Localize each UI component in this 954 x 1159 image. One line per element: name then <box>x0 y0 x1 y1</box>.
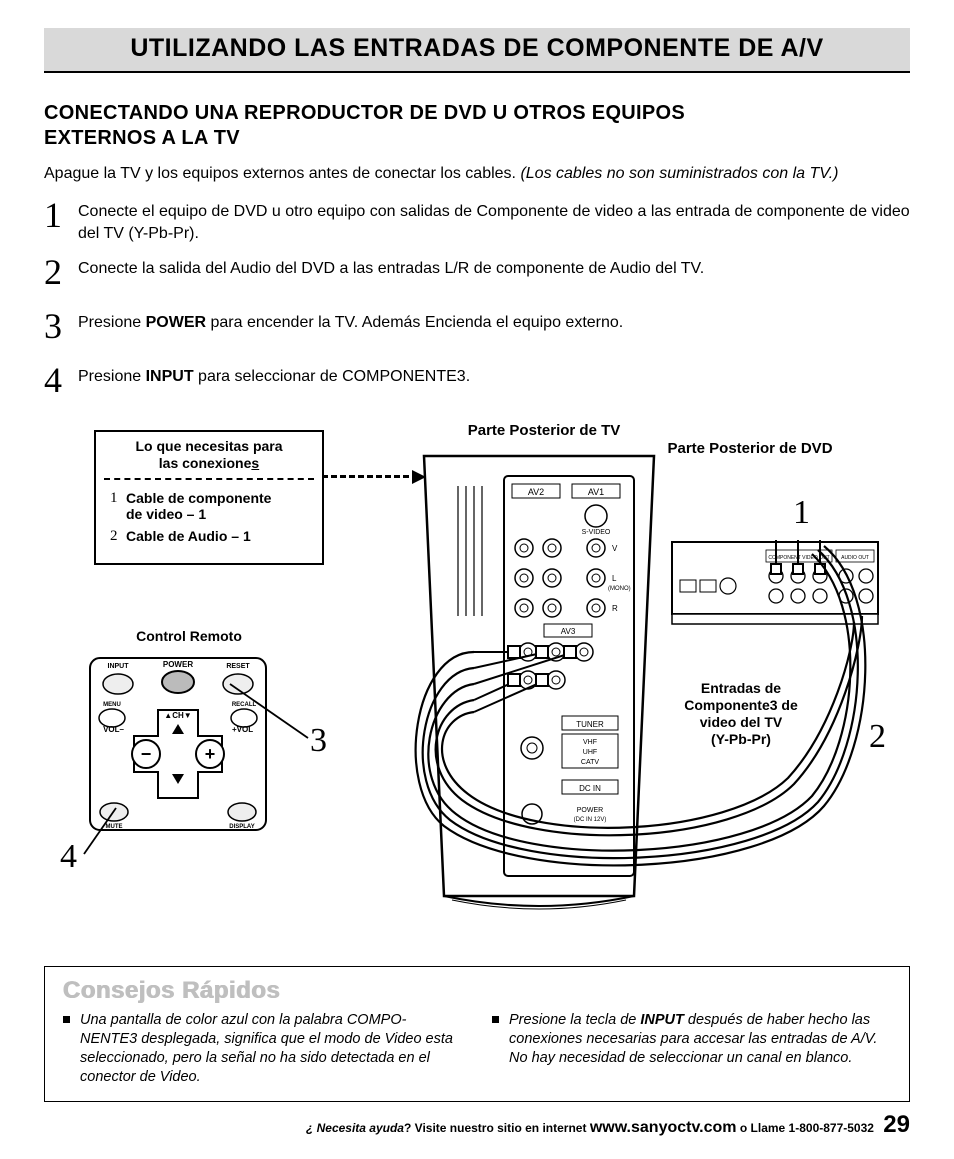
svg-text:VOL–: VOL– <box>103 725 124 734</box>
needs-title-l2b: s <box>251 455 259 471</box>
page-footer: ¿ Necesita ayuda? Visite nuestro sitio e… <box>44 1111 910 1139</box>
svg-text:AUDIO OUT: AUDIO OUT <box>841 555 869 561</box>
needs-item-2: 2 Cable de Audio – 1 <box>110 528 312 545</box>
step3-bold: POWER <box>146 314 206 331</box>
dvd-back-icon: COMPONENT VIDEO OUT AUDIO OUT <box>670 540 880 630</box>
intro-text: Apague la TV y los equipos externos ante… <box>44 165 910 183</box>
step-number: 2 <box>44 254 78 290</box>
tips-columns: Una pantalla de color azul con la palabr… <box>63 1011 891 1086</box>
page-title: UTILIZANDO LAS ENTRADAS DE COMPONENTE DE… <box>44 28 910 73</box>
bullet-icon <box>63 1016 70 1023</box>
svg-text:▲CH▼: ▲CH▼ <box>164 711 191 720</box>
svg-text:POWER: POWER <box>577 807 603 814</box>
svg-text:R: R <box>612 604 618 613</box>
step3-post: para encender la TV. Además Encienda el … <box>206 314 623 331</box>
needs-item-text: Cable de Audio – 1 <box>126 528 251 545</box>
pointer-line-4 <box>80 806 120 856</box>
footer-call: o Llame 1-800-877-5032 <box>737 1121 874 1135</box>
intro-italic: (Los cables no son suministrados con la … <box>520 165 838 182</box>
svg-text:L: L <box>612 574 617 583</box>
needs-items: 1 Cable de componente de video – 1 2 Cab… <box>96 480 322 563</box>
needs-item-1: 1 Cable de componente de video – 1 <box>110 490 312 522</box>
step3-pre: Presione <box>78 314 146 331</box>
tips-box: Consejos Rápidos Una pantalla de color a… <box>44 966 910 1101</box>
step-number: 1 <box>44 197 78 233</box>
svg-text:AV2: AV2 <box>528 487 544 497</box>
dvd-back-label: Parte Posterior de DVD <box>650 440 850 457</box>
tip1-text: Una pantalla de color azul con la palabr… <box>80 1011 462 1086</box>
needs-item-text: Cable de componente de video – 1 <box>126 490 271 522</box>
step-number: 4 <box>44 362 78 398</box>
section-heading: CONECTANDO UNA REPRODUCTOR DE DVD U OTRO… <box>44 101 910 151</box>
steps-list: 1 Conecte el equipo de DVD u otro equipo… <box>44 197 910 406</box>
needs-title-l2a: las conexione <box>159 455 252 471</box>
step4-post: para seleccionar de COMPONENTE3. <box>194 368 471 385</box>
callout-3: 3 <box>310 722 327 760</box>
entries-label: Entradas de Componente3 de video del TV … <box>666 680 816 747</box>
entries-l4: (Y-Pb-Pr) <box>711 731 771 747</box>
remote-power-label: POWER <box>163 660 193 669</box>
heading-line2: EXTERNOS A LA TV <box>44 127 240 149</box>
tv-back-label: Parte Posterior de TV <box>444 422 644 439</box>
entries-l2: Componente3 de <box>684 697 798 713</box>
tip2-bold: INPUT <box>640 1012 684 1028</box>
step-4: 4 Presione INPUT para seleccionar de COM… <box>44 362 910 406</box>
needs-title: Lo que necesitas para las conexiones <box>96 432 322 478</box>
pointer-line-3 <box>228 680 310 740</box>
needs-item-num: 1 <box>110 490 126 522</box>
needs-item-num: 2 <box>110 528 126 545</box>
step-text: Conecte la salida del Audio del DVD a la… <box>78 254 704 280</box>
remote-reset-label: RESET <box>226 663 250 670</box>
svg-text:V: V <box>612 544 618 553</box>
svg-text:−: − <box>141 744 152 764</box>
step-text: Presione INPUT para seleccionar de COMPO… <box>78 362 470 388</box>
step-1: 1 Conecte el equipo de DVD u otro equipo… <box>44 197 910 244</box>
step4-pre: Presione <box>78 368 146 385</box>
diagram-area: Lo que necesitas para las conexiones 1 C… <box>44 422 910 942</box>
svg-text:+: + <box>205 744 216 764</box>
needs-item-l1: Cable de componente <box>126 490 271 506</box>
svg-text:UHF: UHF <box>583 749 597 756</box>
tip2-text: Presione la tecla de INPUT después de ha… <box>509 1011 891 1086</box>
svg-text:S-VIDEO: S-VIDEO <box>582 529 611 536</box>
step4-bold: INPUT <box>146 368 194 385</box>
svg-text:CATV: CATV <box>581 759 599 766</box>
tip2-pre: Presione la tecla de <box>509 1012 640 1028</box>
tv-back-icon: AV2 AV1 S-VIDEO V L (MONO) R AV3 <box>404 446 674 916</box>
svg-text:TUNER: TUNER <box>576 720 604 729</box>
intro-plain: Apague la TV y los equipos externos ante… <box>44 165 520 182</box>
step-number: 3 <box>44 308 78 344</box>
svg-text:VHF: VHF <box>583 739 597 746</box>
entries-l1: Entradas de <box>701 680 781 696</box>
needs-box: Lo que necesitas para las conexiones 1 C… <box>94 430 324 565</box>
callout-1: 1 <box>793 494 810 532</box>
needs-item-l2: de video – 1 <box>126 506 206 522</box>
footer-visit: Visite nuestro sitio en internet <box>411 1121 589 1135</box>
step-3: 3 Presione POWER para encender la TV. Ad… <box>44 308 910 352</box>
footer-url: www.sanyoctv.com <box>590 1119 737 1136</box>
heading-line1: CONECTANDO UNA REPRODUCTOR DE DVD U OTRO… <box>44 102 685 124</box>
svg-text:AV3: AV3 <box>561 627 576 636</box>
tips-title: Consejos Rápidos <box>63 977 891 1005</box>
footer-help: ¿ Necesita ayuda <box>306 1121 404 1135</box>
callout-4: 4 <box>60 838 77 876</box>
svg-text:(DC IN 12V): (DC IN 12V) <box>574 817 607 823</box>
remote-label: Control Remoto <box>114 628 264 644</box>
entries-l3: video del TV <box>700 714 782 730</box>
tip-1: Una pantalla de color azul con la palabr… <box>63 1011 462 1086</box>
svg-text:MENU: MENU <box>103 702 121 708</box>
remote-input-label: INPUT <box>108 663 130 670</box>
step-2: 2 Conecte la salida del Audio del DVD a … <box>44 254 910 298</box>
svg-text:AV1: AV1 <box>588 487 604 497</box>
page-number: 29 <box>883 1111 910 1138</box>
callout-2: 2 <box>869 718 886 756</box>
svg-text:(MONO): (MONO) <box>608 586 631 592</box>
svg-text:DC IN: DC IN <box>579 784 601 793</box>
bullet-icon <box>492 1016 499 1023</box>
svg-text:DISPLAY: DISPLAY <box>229 824 254 830</box>
step-text: Conecte el equipo de DVD u otro equipo c… <box>78 197 910 244</box>
tip-2: Presione la tecla de INPUT después de ha… <box>492 1011 891 1086</box>
step-text: Presione POWER para encender la TV. Adem… <box>78 308 623 334</box>
needs-title-l1: Lo que necesitas para <box>135 438 282 454</box>
